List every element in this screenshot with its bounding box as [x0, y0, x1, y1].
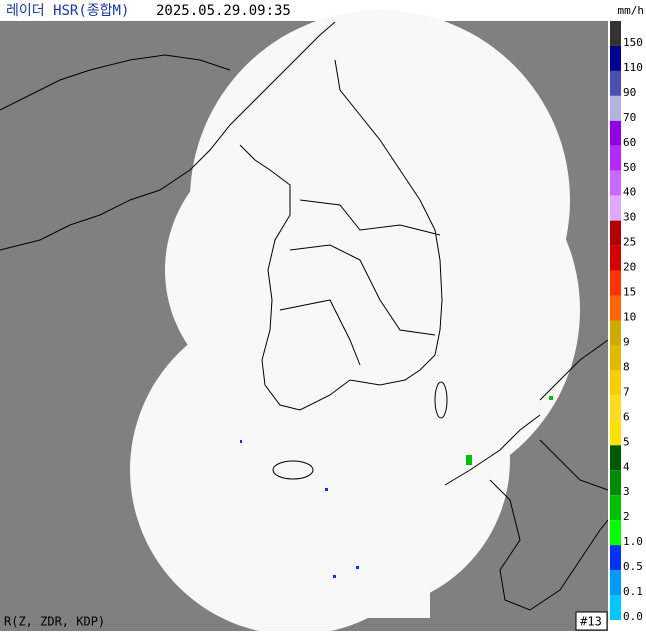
coverage [130, 10, 580, 635]
legend-swatch [610, 21, 621, 46]
method: R(Z, ZDR, KDP) [4, 615, 105, 629]
legend-label: 40 [623, 186, 636, 199]
legend-swatch [610, 445, 621, 471]
legend-label: 5 [623, 435, 630, 448]
legend-label: 9 [623, 335, 630, 348]
coastline [0, 21, 609, 611]
legend-label: 7 [623, 385, 630, 398]
legend-swatch [610, 345, 621, 371]
legend-swatch [610, 495, 621, 521]
legend-swatch [610, 420, 621, 446]
legend-label: 90 [623, 86, 636, 99]
legend-swatch [610, 320, 621, 346]
title: 레이더 HSR(종합M) [6, 3, 129, 19]
legend: 150 110 90 70 60 50 40 30 25 20 15 10 9 8 7 6 5 4 3 2 1.0 0.5… [608, 21, 646, 631]
legend-swatch [610, 395, 621, 421]
legend-label: 2 [623, 510, 630, 523]
legend-swatch [610, 245, 621, 271]
legend-label: 30 [623, 211, 636, 224]
legend-swatch [610, 220, 621, 246]
legend-label: 4 [623, 460, 630, 473]
legend-swatch [610, 120, 621, 146]
footer-box [0, 613, 118, 631]
legend-swatch [610, 195, 621, 221]
legend-label: 20 [623, 261, 636, 274]
unit: mm/h [618, 4, 645, 17]
legend-swatch [610, 520, 621, 546]
legend-swatch [610, 70, 621, 96]
legend-swatch [610, 295, 621, 321]
legend-label: 1.0 [623, 535, 643, 548]
legend-label: 10 [623, 311, 636, 324]
legend-label: 0.0 [623, 610, 643, 623]
legend-label: 25 [623, 236, 636, 249]
map [0, 10, 609, 635]
legend-label: 8 [623, 360, 630, 373]
legend-label: 50 [623, 161, 636, 174]
legend-swatch [610, 545, 621, 571]
legend-swatch [610, 370, 621, 396]
legend-swatch [610, 470, 621, 496]
legend-swatch [610, 95, 621, 121]
legend-swatch [610, 270, 621, 296]
frame: #13 [580, 615, 602, 629]
legend-label: 60 [623, 136, 636, 149]
echo [466, 396, 553, 465]
frame-box [575, 611, 608, 631]
legend-label: 110 [623, 61, 643, 74]
legend-swatch [610, 570, 621, 596]
legend-swatch [610, 145, 621, 171]
legend-label: 0.1 [623, 585, 643, 598]
legend-swatch [610, 170, 621, 196]
legend-swatch [610, 595, 621, 620]
legend-label: 150 [623, 36, 643, 49]
legend-swatch [610, 45, 621, 71]
legend-label: 15 [623, 286, 636, 299]
legend-label: 3 [623, 485, 630, 498]
legend-label: 0.5 [623, 560, 643, 573]
echo-light [240, 440, 359, 578]
legend-label: 6 [623, 410, 630, 423]
timestamp: 2025.05.29.09:35 [156, 3, 291, 19]
legend-label: 70 [623, 111, 636, 124]
